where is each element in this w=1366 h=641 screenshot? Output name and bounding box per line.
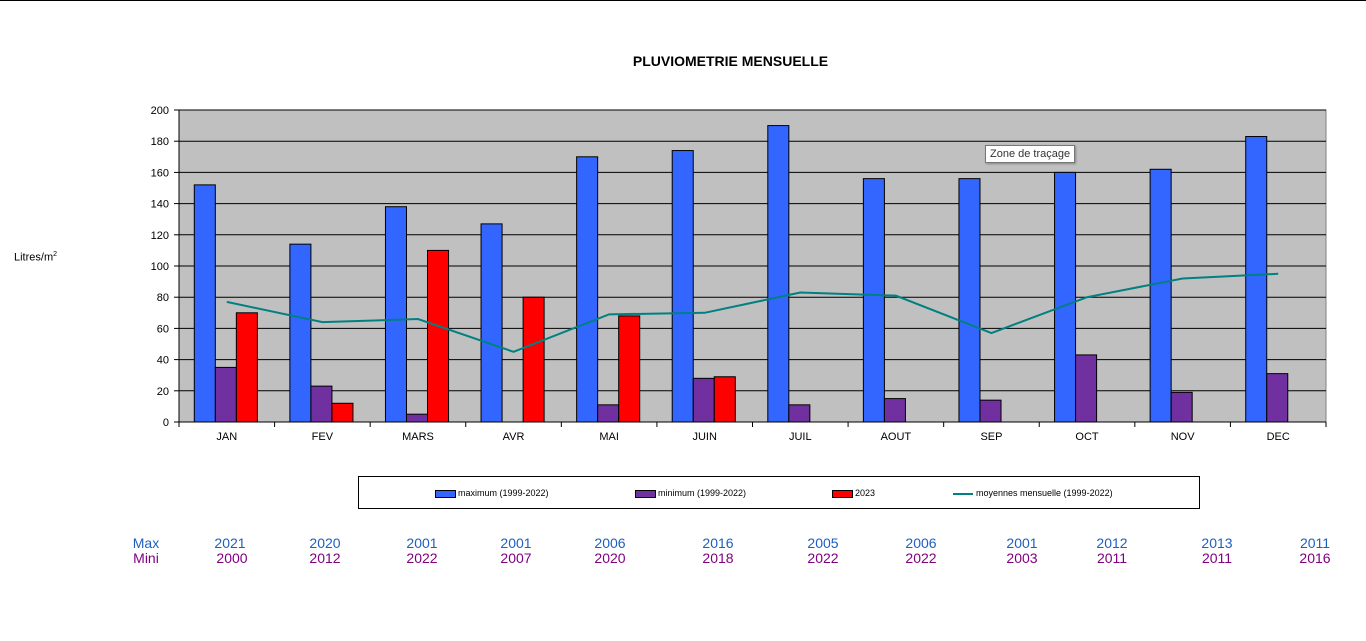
x-tick-label: JUIN (692, 431, 717, 443)
max-year: 2001 (406, 535, 438, 551)
max-year: 2001 (1006, 535, 1038, 551)
bar-minimum (1075, 354, 1098, 423)
bar-minimum (1266, 373, 1289, 423)
chart-title: PLUVIOMETRIE MENSUELLE (633, 53, 828, 69)
bar-maximum (1245, 136, 1268, 423)
legend-swatch-2023 (832, 489, 853, 498)
max-year: 2012 (1096, 535, 1128, 551)
x-tick-label: AOUT (881, 431, 912, 443)
min-year: 2022 (905, 550, 937, 566)
max-year: 2005 (807, 535, 839, 551)
y-axis-label: Litres/m2 (14, 251, 58, 264)
top-border (0, 0, 1366, 1)
bar-2023 (331, 402, 354, 423)
x-tick-label: JUIL (789, 431, 812, 443)
bar-maximum (671, 150, 694, 423)
legend-item-maximum: maximum (1999-2022) (435, 488, 549, 498)
min-year: 2018 (702, 550, 734, 566)
min-year: 2011 (1096, 550, 1128, 566)
x-tick-label: MARS (402, 431, 434, 443)
bar-2023 (713, 376, 736, 423)
x-tick-label: OCT (1075, 431, 1099, 443)
y-tick-label: 60 (157, 323, 169, 335)
bar-maximum (384, 206, 407, 423)
legend-swatch-minimum (635, 489, 656, 498)
bar-2023 (235, 312, 258, 423)
bar-minimum (692, 377, 715, 423)
max-year: 2021 (214, 535, 246, 551)
max-year: 2020 (309, 535, 341, 551)
bar-maximum (1054, 171, 1077, 423)
bar-minimum (1170, 391, 1193, 423)
max-year: 2011 (1299, 535, 1331, 551)
min-year: 2007 (500, 550, 532, 566)
bar-maximum (958, 178, 981, 423)
legend-line-moyennes (953, 492, 973, 495)
y-tick-label: 100 (151, 261, 169, 273)
y-tick-label: 200 (151, 105, 169, 117)
bar-minimum (214, 366, 237, 423)
bar-2023 (522, 296, 545, 423)
bar-maximum (862, 178, 885, 423)
max-year: 2013 (1201, 535, 1233, 551)
min-year: 2012 (309, 550, 341, 566)
x-tick-label: MAI (599, 431, 619, 443)
min-year: 2022 (406, 550, 438, 566)
min-year: 2000 (216, 550, 248, 566)
bar-2023 (618, 315, 641, 423)
legend-item-moyennes: moyennes mensuelle (1999-2022) (953, 488, 1113, 498)
min-year: 2003 (1006, 550, 1038, 566)
legend-swatch-maximum (435, 489, 456, 498)
max-year: 2016 (702, 535, 734, 551)
min-year: 2011 (1201, 550, 1233, 566)
y-tick-label: 180 (151, 136, 169, 148)
bar-maximum (576, 156, 599, 423)
max-row-label: Max (132, 535, 160, 551)
x-tick-label: JAN (216, 431, 237, 443)
min-year: 2020 (594, 550, 626, 566)
min-row-label: Mini (133, 550, 159, 566)
bar-maximum (767, 125, 790, 423)
y-tick-label: 0 (163, 417, 169, 429)
y-tick-label: 120 (151, 230, 169, 242)
y-tick-label: 140 (151, 199, 169, 211)
bar-minimum (788, 404, 811, 423)
x-tick-label: SEP (980, 431, 1002, 443)
chart-legend: maximum (1999-2022) minimum (1999-2022) … (358, 476, 1200, 509)
max-year: 2006 (594, 535, 626, 551)
max-years-row: Max 2021 2020 2001 2001 2006 2016 2005 2… (0, 535, 1366, 551)
min-years-row: Mini 2000 2012 2022 2007 2020 2018 2022 … (0, 550, 1366, 566)
legend-item-2023: 2023 (832, 488, 875, 498)
legend-item-minimum: minimum (1999-2022) (635, 488, 746, 498)
y-tick-label: 20 (157, 386, 169, 398)
bar-minimum (883, 398, 906, 423)
bar-minimum (310, 385, 333, 423)
max-year: 2006 (905, 535, 937, 551)
bar-2023 (427, 249, 450, 423)
line-moyennes-mensuelle (226, 272, 1279, 353)
x-tick-label: AVR (503, 431, 525, 443)
y-tick-label: 80 (157, 292, 169, 304)
bar-maximum (193, 184, 216, 423)
bar-minimum (405, 413, 429, 423)
bar-maximum (480, 223, 503, 423)
x-tick-label: NOV (1171, 431, 1196, 443)
min-year: 2016 (1299, 550, 1331, 566)
y-tick-label: 40 (157, 355, 169, 367)
bar-maximum (289, 243, 312, 423)
x-tick-label: DEC (1267, 431, 1290, 443)
bar-maximum (1149, 168, 1172, 423)
plot-area-tooltip: Zone de traçage (985, 145, 1076, 163)
bar-minimum (597, 404, 620, 423)
max-year: 2001 (500, 535, 532, 551)
x-tick-label: FEV (312, 431, 334, 443)
bar-minimum (979, 399, 1002, 423)
y-tick-label: 160 (151, 167, 169, 179)
min-year: 2022 (807, 550, 839, 566)
